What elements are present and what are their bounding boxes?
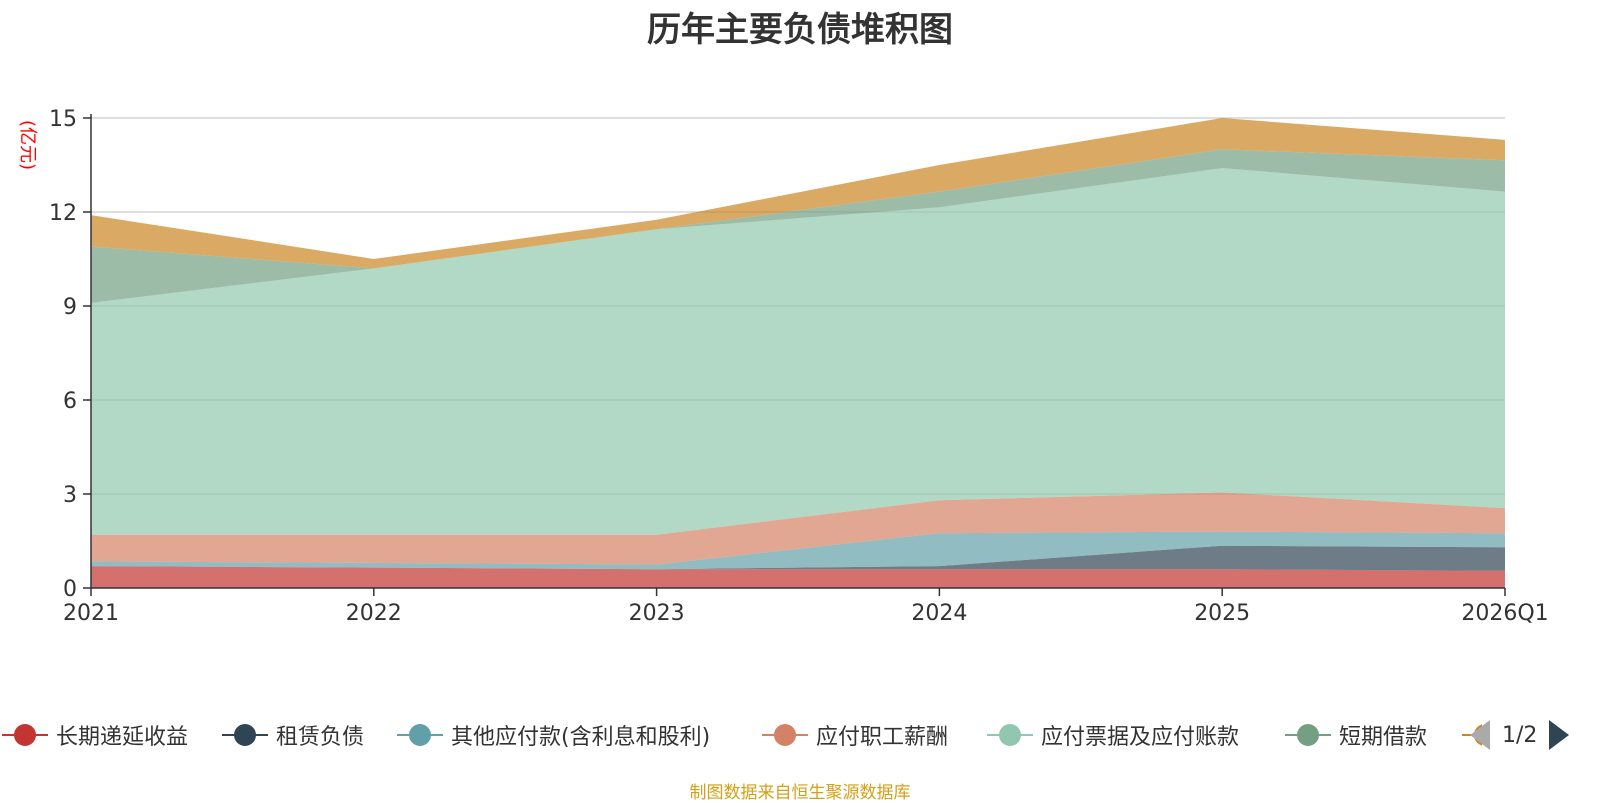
area-series-1 (91, 545, 1505, 571)
y-tick-label: 6 (63, 389, 77, 414)
x-tick-label: 2021 (63, 601, 119, 626)
legend-label: 其他应付款(含利息和股利) (451, 725, 711, 750)
legend-marker-icon (409, 724, 431, 746)
legend-marker-icon (774, 724, 796, 746)
legend-item[interactable]: 应付票据及应付账款 (985, 720, 1239, 750)
chart-title: 历年主要负债堆积图 (647, 10, 953, 50)
legend-item[interactable]: 租赁负债 (220, 720, 364, 750)
y-tick-label: 9 (63, 295, 77, 320)
legend-label: 长期递延收益 (56, 725, 189, 750)
legend-page-number: 1/2 (1502, 722, 1538, 748)
legend-item[interactable]: 长期递延收益 (0, 720, 188, 750)
legend-next-page-icon[interactable] (1549, 720, 1570, 750)
x-tick-label: 2024 (911, 601, 967, 626)
legend-prev-page-icon[interactable] (1470, 720, 1490, 750)
area-series-6 (91, 118, 1505, 269)
x-tick-label: 2022 (346, 601, 402, 626)
stacked-area-chart: 0 3 6 9 12 15 2021 2022 2023 2024 2025 2026Q1 (49, 107, 1549, 626)
y-tick-label: 0 (63, 577, 77, 602)
area-series-2 (91, 531, 1505, 570)
x-tick-label: 2025 (1194, 601, 1250, 626)
legend-marker-icon (1297, 724, 1319, 746)
legend-item[interactable]: 短期借款 (1283, 720, 1427, 750)
data-source-note: 制图数据来自恒生聚源数据库 (689, 783, 911, 803)
area-series-3 (91, 492, 1505, 565)
area-series-0 (91, 566, 1505, 588)
y-tick-label: 12 (49, 201, 77, 226)
legend-marker-icon (999, 724, 1021, 746)
area-series-5 (91, 149, 1505, 303)
legend-item[interactable]: 其他应付款(含利息和股利) (395, 720, 710, 750)
y-tick-label: 3 (63, 483, 77, 508)
legend: 长期递延收益 租赁负债 其他应付款(含利息和股利) 应付职工薪酬 应付票据及应付… (0, 720, 1600, 750)
legend-label: 应付票据及应付账款 (1041, 725, 1240, 750)
legend-label: 短期借款 (1339, 725, 1428, 750)
legend-item[interactable]: 应付职工薪酬 (760, 720, 948, 750)
legend-label: 应付职工薪酬 (816, 725, 949, 750)
legend-marker-icon (14, 724, 36, 746)
y-tick-label: 15 (49, 107, 77, 132)
legend-label: 租赁负债 (276, 725, 365, 750)
x-tick-label: 2026Q1 (1461, 601, 1548, 626)
legend-pager: 1/2 (1470, 718, 1570, 752)
area-series-4 (91, 168, 1505, 535)
x-tick-label: 2023 (629, 601, 685, 626)
legend-marker-icon (234, 724, 256, 746)
